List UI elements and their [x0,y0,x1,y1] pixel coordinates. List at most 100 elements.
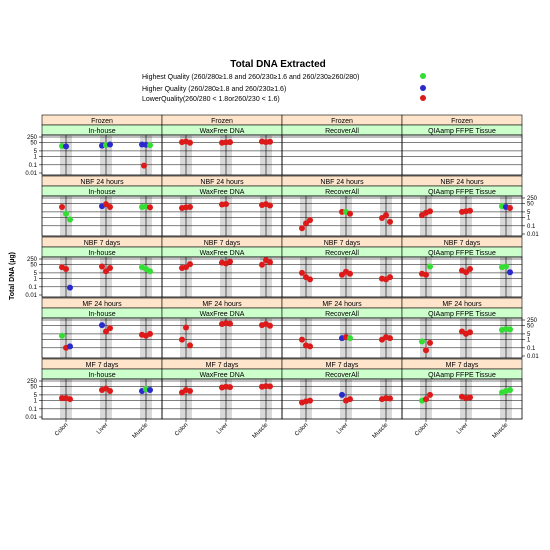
data-point [267,322,273,329]
legend-marker-higher [420,85,426,91]
strip-condition-label: MF 24 hours [202,301,242,308]
y-tick-label: 5 [34,393,38,399]
data-point [423,347,429,354]
panel-frame [401,256,523,298]
y-tick-label: 250 [527,318,538,324]
data-point [63,143,69,150]
x-tick-label: Colon [414,422,429,437]
strip-condition-label: Frozen [451,118,473,125]
strip-condition-label: NBF 7 days [204,240,241,247]
x-tick-label: Muscle [252,422,270,440]
data-point [347,270,353,277]
y-tick-label: 1 [34,399,38,405]
data-point [467,207,473,214]
x-tick-label: Colon [174,422,189,437]
data-point [107,264,113,271]
strip-condition-label: Frozen [331,118,353,125]
strip-condition-label: NBF 24 hours [80,179,124,186]
data-point [67,396,73,403]
strip-condition-label: MF 24 hours [82,301,122,308]
y-tick-label: 250 [27,257,38,263]
legend: Highest Quality (260/280≥1.8 and 260/230… [142,73,426,103]
legend-marker-highest [420,73,426,79]
data-point [187,388,193,395]
data-point [347,396,353,403]
x-tick-label: Colon [294,422,309,437]
data-point [187,203,193,210]
data-point [307,276,313,283]
y-tick-label: 50 [527,202,534,208]
data-point [223,201,229,208]
data-point [423,396,429,403]
strip-condition-label: NBF 24 hours [440,179,484,186]
data-point [107,141,113,148]
data-point [67,343,73,350]
strip-condition-label: NBF 7 days [444,240,481,247]
data-point [267,138,273,145]
y-tick-label: 250 [27,135,38,141]
data-point [183,324,189,331]
strip-condition-label: NBF 7 days [324,240,361,247]
data-point [179,336,185,343]
data-point [507,269,513,276]
data-point [419,338,425,345]
legend-label-lower: LowerQuality(260/280 < 1.8or260/230 < 1.… [142,96,280,103]
x-tick-label: Liver [456,422,469,435]
data-point [303,220,309,227]
data-point [427,263,433,270]
strip-method-label: WaxFree DNA [200,189,245,196]
panel-frame [281,134,403,176]
strip-condition-label: MF 24 hours [322,301,362,308]
data-point [347,335,353,342]
x-tick-label: Muscle [372,422,390,440]
x-tick-label: Colon [54,422,69,437]
data-point [507,205,513,212]
panel-frame [401,195,523,237]
data-point [467,394,473,401]
data-point [423,271,429,278]
y-tick-label: 0.01 [25,415,37,421]
panel-frame [401,134,523,176]
data-point [387,395,393,402]
data-point [299,269,305,276]
strip-method-label: RecoverAll [325,372,359,379]
data-point [387,218,393,225]
data-point [307,397,313,404]
panel-frame [401,378,523,420]
data-point [387,335,393,342]
y-tick-label: 50 [30,141,37,147]
strip-method-label: WaxFree DNA [200,311,245,318]
y-tick-label: 50 [30,263,37,269]
data-point [107,325,113,332]
strip-condition-label: Frozen [211,118,233,125]
x-tick-label: Muscle [492,422,510,440]
strip-condition-label: NBF 24 hours [320,179,364,186]
data-point [387,274,393,281]
data-point [147,330,153,337]
y-tick-label: 0.01 [25,171,37,177]
strip-method-label: WaxFree DNA [200,250,245,257]
strip-method-label: RecoverAll [325,189,359,196]
y-axis-label: Total DNA (µg) [9,252,16,300]
strip-condition-label: MF 7 days [446,362,479,369]
data-point [141,162,147,169]
y-tick-label: 5 [527,210,531,216]
data-point [267,259,273,266]
data-point [147,268,153,275]
data-point [59,203,65,210]
strip-method-label: WaxFree DNA [200,372,245,379]
data-point [507,386,513,393]
data-point [59,332,65,339]
data-point [147,204,153,211]
data-point [63,266,69,273]
x-tick-label: Liver [336,422,349,435]
x-tick-label: Muscle [132,422,150,440]
legend-label-higher: Higher Quality (260/280≥1.8 and 260/230≥… [142,86,286,93]
strip-method-label: QIAamp FFPE Tissue [428,311,496,318]
chart-title: Total DNA Extracted [230,59,326,70]
strip-condition-label: NBF 24 hours [200,179,244,186]
data-point [307,217,313,224]
data-point [103,268,109,275]
data-point [467,329,473,336]
